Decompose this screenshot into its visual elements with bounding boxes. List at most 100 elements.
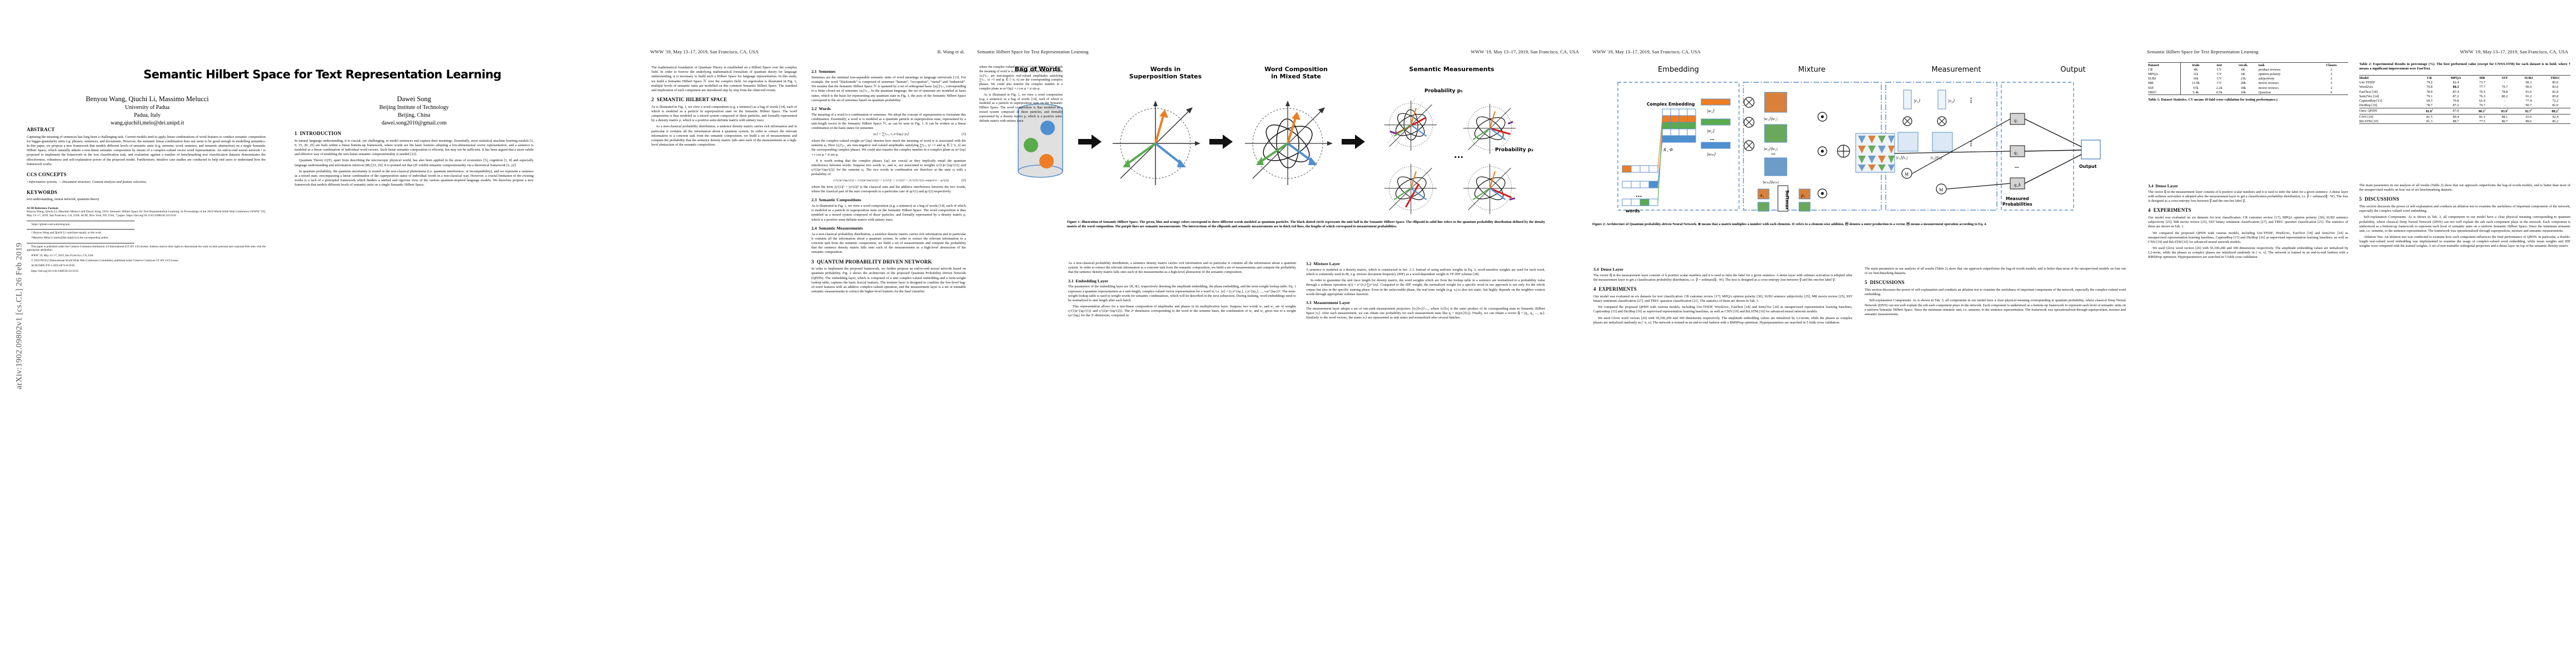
- table-2-value-cell: 81.1: [2472, 113, 2495, 120]
- figure2-symbol-M: M: [1905, 172, 1909, 177]
- copyright-note: © 2019 IW3C2 (International World Wide W…: [31, 258, 179, 262]
- footnote-1[interactable]: ¹https://github.com/wabyking/qnn: [31, 222, 70, 226]
- figure2-symbol-p1: p₁: [1801, 193, 1805, 198]
- table-2-value-cell: 90.9: [2525, 85, 2532, 89]
- table-1-cell: 11k: [2180, 72, 2211, 77]
- footnote-2: † Benyou Wang and Qiuchi Li contribute e…: [31, 231, 102, 235]
- acm-reference-text: Benyou Wang, Qiuchi Li, Massimo Melucci …: [27, 210, 266, 218]
- table-2-model-cell: BiLSTM [10]: [2359, 119, 2420, 125]
- table-2-value-cell: -: [2504, 98, 2505, 103]
- page-3: Semantic Hilbert Space for Text Represen…: [973, 0, 1587, 667]
- doi-note[interactable]: https://doi.org/10.1145/3308558.3313516: [31, 269, 78, 273]
- table-1-cell: 0.5k: [2210, 90, 2231, 96]
- svg-text:...: ...: [1636, 192, 1642, 198]
- table-1-cell: CR: [2148, 67, 2153, 72]
- sec5-para-1: This section discusses the power of self…: [1865, 288, 2126, 297]
- table-1-cell: 2: [2330, 86, 2333, 90]
- table-2-value-cell: 88.7: [2442, 119, 2473, 125]
- subsection-number: 3.4: [2148, 183, 2154, 188]
- table-2-value-cell: -: [2504, 103, 2505, 108]
- author-email[interactable]: dawei.song2010@gmail.com: [381, 120, 447, 126]
- page2-right-column: 2.1 Sememes Sememes are the minimal non-…: [811, 66, 966, 644]
- table-1-cell: 11.9k: [2180, 81, 2211, 86]
- p5-sec4-4: The main parameters in our analysis of a…: [2359, 183, 2570, 192]
- subsection-heading-31: 3.1 Embedding Layer: [1068, 278, 1296, 284]
- table-2-value-cell: 92.7†: [2517, 107, 2543, 115]
- subsection-title: Measurement Layer: [1313, 300, 1351, 305]
- table-2-value-cell: 85.2: [2542, 119, 2570, 125]
- p5-sec5-3: Ablation Test. An ablation test was cond…: [2359, 235, 2570, 248]
- figure2-symbol-v1v1: |v₁⟩⟨v₁|: [1896, 155, 1908, 160]
- equation-2-number: (2): [961, 178, 966, 183]
- table-row: FastText [18] 78.9 87.4 76.5 78.8 91.6 81.8: [2359, 89, 2570, 94]
- figure2-symbol-w2: |w₂⟩: [1707, 128, 1715, 133]
- table-2-value-cell: 92.4: [2542, 113, 2570, 120]
- sec4-para-1: Our model was evaluated on six datasets …: [1593, 294, 1852, 303]
- section-title: QUANTUM PROBABILITY DRIVEN NETWORK: [816, 258, 932, 265]
- table-2-value-cell: 80.7: [2494, 119, 2517, 125]
- subsection-number: 3.1: [1068, 278, 1074, 283]
- th-dataset: Dataset: [2148, 62, 2181, 68]
- running-head-conference: WWW '19, May 13–17, 2019, San Francisco,…: [1471, 49, 1579, 54]
- equation-1-number: (1): [961, 132, 966, 137]
- ccs-heading: CCS CONCEPTS: [27, 171, 67, 177]
- table-2-value-cell: 69.3: [2426, 98, 2433, 103]
- p5-sec34: The vector q⃗ in the measurement layer c…: [2148, 190, 2348, 203]
- sem21-para: Sememes are the minimal non-separable se…: [811, 75, 966, 102]
- figure2-symbol-w1: |w₁⟩: [1707, 108, 1715, 113]
- ccs-text: • Information systems → Document structu…: [27, 180, 147, 184]
- keywords-text: text understanding, neural network, quan…: [27, 197, 99, 202]
- table-2-value-cell: 78.9: [2426, 89, 2433, 94]
- table-1-cell: CV: [2216, 67, 2222, 72]
- author-email[interactable]: wang,qiuchili,melo@dei.unipd.it: [111, 120, 184, 126]
- table-2-value-cell: 89.6: [2517, 119, 2543, 125]
- page3-mid-column: As a non-classical probability distribut…: [1068, 261, 1296, 650]
- section-title: INTRODUCTION: [300, 131, 342, 136]
- subsection-number: 3.4: [1593, 267, 1599, 272]
- figure1-panel-label-bow: Bag of Words: [1014, 66, 1061, 73]
- figure2-label-output: Output: [2079, 164, 2097, 169]
- running-head-authors: B. Wang et al.: [937, 49, 965, 54]
- table-2-value-cell: 81.3: [2419, 119, 2442, 125]
- table-1-caption: Table 1: Dataset Statistics. CV means 10…: [2148, 98, 2278, 102]
- table-1-cell: 2.2k: [2216, 86, 2223, 90]
- table-1-cell: 6K: [2241, 72, 2246, 76]
- table-2-value-cell: 77.7: [2479, 85, 2485, 89]
- section-number: 4: [1593, 286, 1596, 292]
- subsection-heading-34b: 3.4 Dense Layer: [2148, 183, 2348, 189]
- figure-2: Embedding Mixture Measurement Output ...: [1592, 66, 2126, 216]
- page4-right-column: The main parameters in our analysis of a…: [1865, 267, 2126, 645]
- table-2-value-cell: 93.6: [2517, 113, 2543, 120]
- section-title: EXPERIMENTS: [2153, 207, 2191, 213]
- table-1-cell: subjectivity: [2258, 77, 2275, 81]
- figure-1-caption: Figure 1: Illustration of Semantic Hilbe…: [1067, 220, 1545, 229]
- table-2-value-cell: 79.7: [2502, 85, 2508, 89]
- table-2-grid: Model CR MPQA MR SST SUBJ TREC Uni-TFIDF…: [2359, 75, 2570, 125]
- sem23-para: As is illustrated in Fig. 1, we view a w…: [811, 204, 966, 222]
- table-1-cell: 5.4k: [2180, 90, 2211, 96]
- table-row: MR 11.9k CV 20k movie reviews 2: [2148, 81, 2348, 86]
- table-2-value-cell: 79.2: [2426, 81, 2433, 85]
- table-2-model-cell: Word2vec: [2359, 85, 2374, 89]
- p5-sec5-1: This section discusses the power of self…: [2359, 205, 2570, 213]
- table-1-cell: MPQA: [2148, 72, 2158, 76]
- p5-sec4-2: We compared the proposed QPDN with vario…: [2148, 231, 2348, 244]
- table-2-model-cell: Ours: QPDN: [2359, 107, 2420, 115]
- table-2-value-cell: 85.0: [2552, 81, 2559, 85]
- p5-sec4-3: We used Glove word vectors [26] with 50,…: [2148, 246, 2348, 260]
- section-heading-5: 5 DISCUSSIONS: [1865, 280, 2126, 286]
- keywords-heading: KEYWORDS: [27, 189, 58, 195]
- significance-dagger: †: [2484, 108, 2486, 112]
- table-1-cell: CV: [2216, 72, 2222, 76]
- arxiv-stamp: arXiv:1902.09802v1 [cs.CL] 26 Feb 2019: [14, 242, 24, 390]
- svg-text:Probabilities: Probabilities: [2002, 202, 2032, 207]
- table-1-cell: TREC: [2148, 90, 2181, 96]
- p5-sec4-1: Our model was evaluated on six datasets …: [2148, 216, 2348, 229]
- table-1-cell: Question: [2258, 90, 2317, 96]
- table-1-cell: 4K: [2180, 67, 2211, 72]
- arrow-right-icon: [1342, 135, 1365, 149]
- figure2-symbol-v1: |v₁⟩: [1914, 98, 1921, 103]
- page5-right-column: The main parameters in our analysis of a…: [2359, 183, 2570, 645]
- th-trec: TREC: [2542, 75, 2570, 81]
- subsection-title: Words: [819, 106, 831, 111]
